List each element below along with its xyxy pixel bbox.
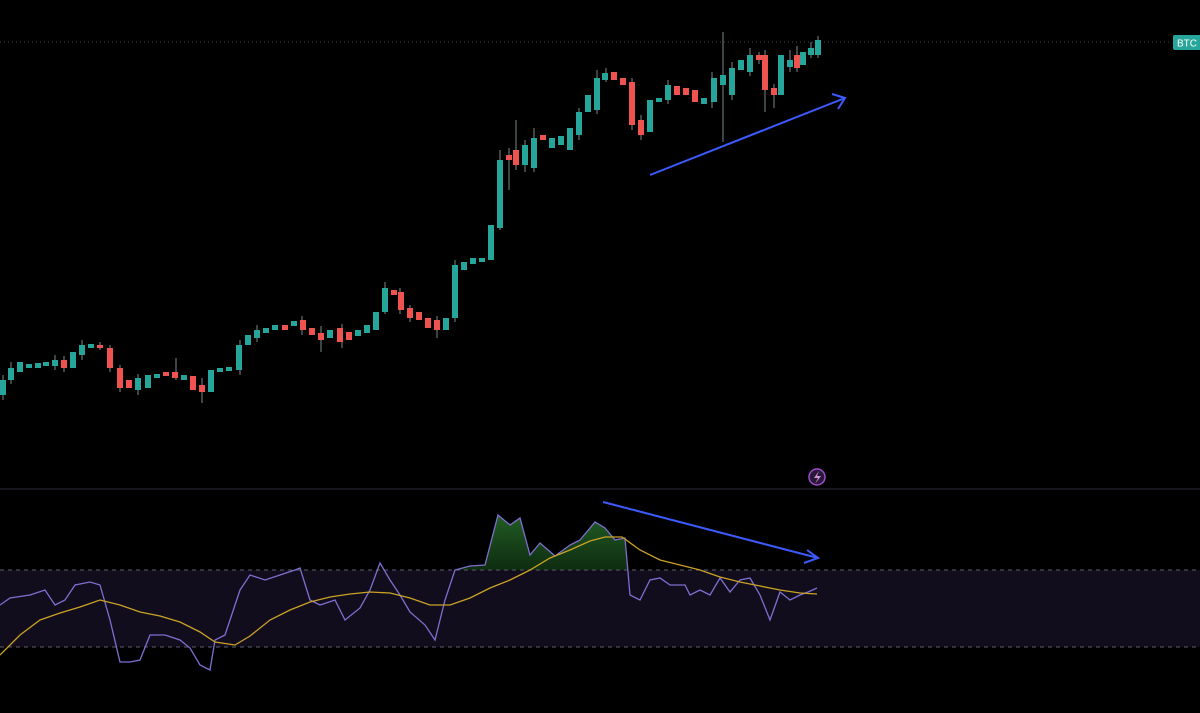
- price-tag: BTC: [1173, 35, 1200, 50]
- rsi-ma-line: [0, 536, 818, 656]
- price-tag-box: [1173, 35, 1200, 50]
- rsi-line: [0, 513, 818, 671]
- price-tag-text: BTC: [1177, 39, 1197, 50]
- rsi-band: [0, 570, 1200, 647]
- rsi-overbought-fill: [455, 515, 628, 570]
- trend-arrow-price: [649, 93, 847, 176]
- bearish-candles: [61, 55, 800, 392]
- bullish-candles: [0, 40, 821, 395]
- trend-arrow-rsi: [602, 501, 821, 564]
- lightning-glyph: [814, 471, 821, 484]
